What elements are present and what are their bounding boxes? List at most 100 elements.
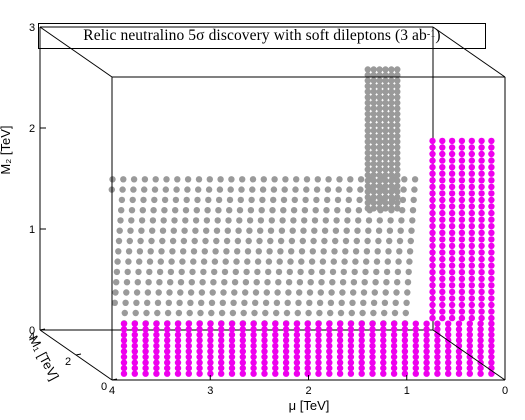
magenta-point	[358, 364, 365, 372]
grey-point	[397, 227, 404, 234]
grey-point	[370, 199, 377, 206]
grey-point	[260, 176, 267, 183]
grey-point	[394, 149, 401, 157]
magenta-point	[468, 190, 475, 197]
magenta-point	[369, 342, 376, 350]
magenta-point	[390, 331, 398, 338]
grey-point	[112, 289, 119, 296]
grey-point	[172, 207, 179, 214]
grey-point	[301, 217, 308, 224]
grey-point	[270, 186, 278, 193]
magenta-point	[468, 308, 475, 315]
grey-point	[208, 299, 216, 306]
magenta-point	[131, 337, 138, 344]
magenta-point	[153, 348, 160, 355]
magenta-point	[468, 249, 475, 256]
magenta-point	[218, 353, 225, 361]
grey-point	[239, 176, 246, 183]
magenta-point	[153, 364, 160, 372]
magenta-point	[272, 364, 279, 372]
magenta-point	[439, 236, 446, 243]
grey-point	[388, 183, 395, 190]
grey-point	[121, 309, 128, 317]
grey-point	[136, 248, 144, 255]
magenta-point	[429, 216, 436, 223]
magenta-point	[282, 320, 290, 327]
grey-point	[376, 160, 383, 168]
grey-point	[223, 237, 231, 245]
magenta-point	[448, 269, 456, 276]
grey-point	[262, 299, 270, 306]
magenta-point	[458, 203, 466, 210]
magenta-point	[439, 301, 446, 309]
magenta-point	[448, 190, 456, 197]
magenta-point	[164, 370, 171, 377]
grey-point	[382, 166, 389, 173]
magenta-point	[478, 288, 485, 296]
magenta-point	[445, 320, 452, 327]
grey-point	[396, 248, 403, 255]
grey-point	[394, 171, 401, 179]
grey-point	[122, 299, 129, 306]
magenta-point	[448, 314, 456, 322]
magenta-point	[429, 295, 436, 302]
grey-point	[182, 217, 189, 224]
magenta-point	[445, 331, 452, 338]
magenta-point	[434, 359, 441, 366]
grey-point	[244, 248, 252, 255]
magenta-point	[488, 320, 495, 327]
grey-point	[376, 155, 383, 162]
magenta-point	[207, 353, 214, 361]
magenta-point	[153, 337, 160, 344]
magenta-point	[478, 255, 485, 263]
magenta-point	[488, 269, 495, 276]
grey-point	[394, 94, 401, 101]
magenta-point	[466, 370, 473, 377]
grey-point	[382, 116, 389, 123]
magenta-point	[228, 348, 236, 355]
grey-point	[361, 279, 368, 286]
magenta-point	[448, 157, 456, 164]
magenta-point	[196, 326, 203, 333]
grey-point	[394, 199, 401, 206]
grey-point	[319, 268, 326, 276]
grey-point	[277, 248, 284, 255]
grey-point	[364, 194, 371, 201]
magenta-point	[488, 342, 495, 350]
magenta-point	[120, 337, 128, 344]
grey-point	[383, 279, 390, 286]
grey-point	[279, 217, 286, 224]
grey-point	[193, 207, 200, 214]
grey-point	[394, 110, 401, 118]
grey-point	[327, 309, 334, 317]
magenta-point	[369, 320, 376, 327]
magenta-point	[429, 157, 436, 164]
grey-point	[382, 183, 389, 190]
magenta-point	[153, 320, 160, 327]
grey-point	[394, 127, 401, 134]
grey-point	[205, 196, 212, 204]
magenta-point	[429, 229, 436, 236]
grey-point	[258, 207, 265, 214]
z-tick-label: 0	[29, 325, 35, 337]
grey-point	[357, 176, 365, 183]
magenta-point	[439, 242, 446, 250]
grey-point	[219, 299, 226, 306]
grey-point	[382, 105, 389, 112]
magenta-point	[261, 320, 268, 327]
grey-point	[242, 279, 250, 286]
magenta-point	[458, 196, 466, 204]
magenta-point	[455, 337, 463, 344]
magenta-point	[439, 150, 446, 158]
magenta-point	[458, 150, 466, 158]
grey-point	[187, 299, 194, 306]
grey-point	[331, 248, 338, 255]
grey-point	[370, 177, 377, 184]
grey-point	[365, 227, 372, 234]
grey-point	[370, 138, 377, 145]
grey-point	[245, 237, 252, 245]
grey-point	[268, 217, 275, 224]
magenta-point	[336, 353, 344, 361]
magenta-point	[142, 370, 149, 377]
